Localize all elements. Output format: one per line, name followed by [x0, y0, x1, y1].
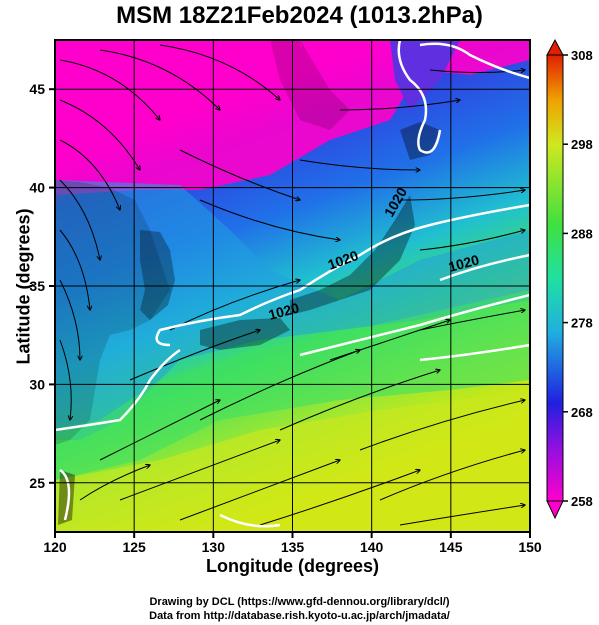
x-tick-label: 150: [518, 539, 542, 555]
credit-drawing: Drawing by DCL (https://www.gfd-dennou.o…: [149, 596, 450, 608]
x-tick-label: 140: [360, 539, 384, 555]
colorbar-tick-label: 298: [571, 137, 593, 152]
map-title: MSM 18Z21Feb2024 (1013.2hPa): [116, 2, 483, 29]
contour-label: 1020: [447, 251, 481, 275]
y-tick-label: 30: [29, 376, 45, 392]
credit-data: Data from http://database.rish.kyoto-u.a…: [149, 610, 450, 622]
x-tick-label: 145: [439, 539, 463, 555]
graticule: [55, 40, 530, 532]
y-tick-label: 40: [29, 180, 45, 196]
colorbar-scale: [546, 54, 564, 502]
y-tick-label: 25: [29, 475, 45, 491]
land-masses: [55, 40, 440, 525]
colorbar-upper-arrow: [546, 38, 564, 56]
colorbar: 258 268 278 288 298 308: [546, 38, 593, 520]
x-axis-ticks: 120 125 130 135 140 145 150: [43, 532, 542, 555]
colorbar-tick-label: 308: [571, 48, 593, 63]
colorbar-tick-label: 278: [571, 316, 593, 331]
x-tick-label: 130: [202, 539, 226, 555]
colorbar-lower-arrow: [546, 500, 564, 520]
colorbar-tick-label: 288: [571, 226, 593, 241]
y-tick-label: 45: [29, 81, 45, 97]
isobar-contours: [55, 40, 530, 528]
y-tick-label: 35: [29, 278, 45, 294]
y-axis-label: Latitude (degrees): [13, 208, 34, 365]
y-axis-ticks: 25 30 35 40 45: [29, 81, 55, 491]
x-axis-label: Longitude (degrees): [205, 556, 379, 576]
x-tick-label: 135: [281, 539, 305, 555]
colorbar-tick-label: 268: [571, 405, 593, 420]
x-tick-label: 125: [122, 539, 146, 555]
x-tick-label: 120: [43, 539, 67, 555]
colorbar-tick-label: 258: [571, 494, 593, 509]
